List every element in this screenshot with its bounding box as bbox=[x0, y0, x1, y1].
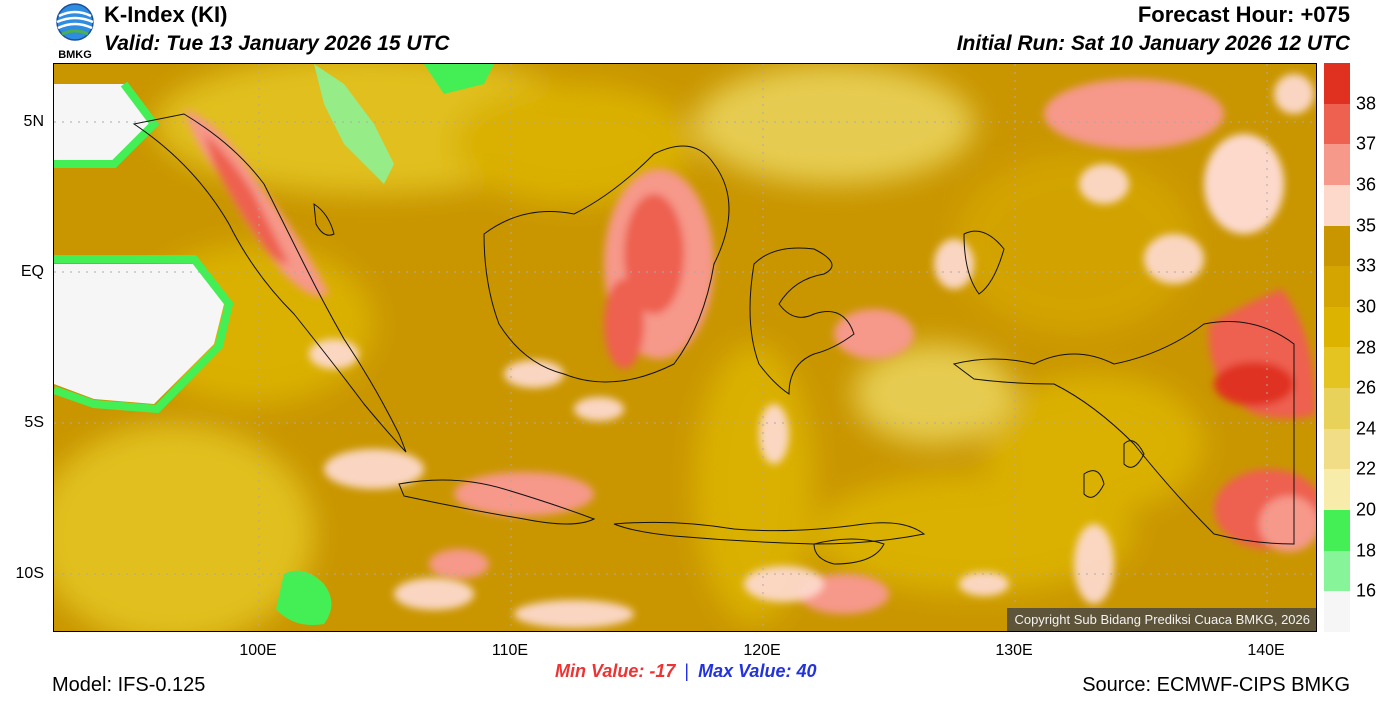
colorbar-label: 24 bbox=[1356, 418, 1377, 439]
colorbar-segment bbox=[1324, 469, 1350, 511]
colorbar-label: 36 bbox=[1356, 174, 1377, 195]
colorbar-label: 26 bbox=[1356, 377, 1377, 398]
graticule bbox=[54, 64, 1316, 631]
lon-label-120e: 120E bbox=[743, 642, 781, 659]
lat-label-5s: 5S bbox=[24, 414, 44, 431]
colorbar-label: 18 bbox=[1356, 540, 1377, 561]
colorbar-label: 16 bbox=[1356, 580, 1377, 601]
colorbar-segment bbox=[1324, 144, 1350, 185]
chart-title: K-Index (KI) bbox=[104, 2, 228, 27]
colorbar-segment bbox=[1324, 225, 1350, 267]
colorbar-label: 37 bbox=[1356, 133, 1377, 154]
model-name: Model: IFS-0.125 bbox=[52, 674, 206, 696]
colorbar-label: 20 bbox=[1356, 499, 1377, 520]
valid-time: Valid: Tue 13 January 2026 15 UTC bbox=[104, 32, 450, 55]
lat-label-10s: 10S bbox=[15, 565, 44, 582]
initial-run: Initial Run: Sat 10 January 2026 12 UTC bbox=[956, 32, 1350, 55]
colorbar bbox=[1324, 63, 1350, 632]
colorbar-segment bbox=[1324, 428, 1350, 470]
colorbar-label: 28 bbox=[1356, 337, 1377, 357]
colorbar-segment bbox=[1324, 347, 1350, 389]
data-source: Source: ECMWF-CIPS BMKG bbox=[1082, 674, 1350, 696]
lon-label-130e: 130E bbox=[995, 642, 1033, 659]
lat-label-5n: 5N bbox=[23, 113, 44, 130]
colorbar-segment bbox=[1324, 550, 1350, 592]
colorbar-label: 38 bbox=[1356, 93, 1377, 114]
lon-label-110e: 110E bbox=[491, 642, 529, 659]
copyright-notice: Copyright Sub Bidang Prediksi Cuaca BMKG… bbox=[1007, 608, 1316, 631]
colorbar-label: 30 bbox=[1356, 296, 1377, 317]
lon-label-140e: 140E bbox=[1247, 642, 1285, 659]
lat-label-eq: EQ bbox=[20, 263, 44, 280]
min-max-separator: | bbox=[684, 661, 690, 681]
colorbar-segment bbox=[1324, 63, 1350, 104]
colorbar-segment bbox=[1324, 306, 1350, 348]
colorbar-label: 33 bbox=[1356, 255, 1377, 276]
colorbar-segment bbox=[1324, 266, 1350, 307]
colorbar-segment bbox=[1324, 388, 1350, 429]
k-index-map: Copyright Sub Bidang Prediksi Cuaca BMKG… bbox=[53, 63, 1317, 632]
lon-label-100e: 100E bbox=[239, 642, 277, 659]
min-value: Min Value: -17 bbox=[555, 661, 676, 681]
max-value: Max Value: 40 bbox=[698, 661, 817, 681]
colorbar-label: 35 bbox=[1356, 215, 1377, 236]
background-field bbox=[54, 64, 1204, 631]
colorbar-segment bbox=[1324, 510, 1350, 551]
colorbar-label: 22 bbox=[1356, 458, 1377, 479]
moderate-index-areas bbox=[309, 74, 1314, 628]
colorbar-segment bbox=[1324, 184, 1350, 226]
colorbar-segment bbox=[1324, 591, 1350, 632]
svg-text:BMKG: BMKG bbox=[58, 49, 92, 60]
forecast-hour: Forecast Hour: +075 bbox=[1137, 2, 1350, 27]
map-field bbox=[54, 64, 1316, 631]
low-index-areas bbox=[54, 64, 494, 625]
colorbar-segment bbox=[1324, 103, 1350, 145]
min-max-values: Min Value: -17 | Max Value: 40 bbox=[555, 661, 816, 682]
high-index-areas bbox=[184, 79, 1316, 614]
coastlines bbox=[132, 113, 1295, 565]
bmkg-logo: BMKG bbox=[52, 2, 98, 61]
